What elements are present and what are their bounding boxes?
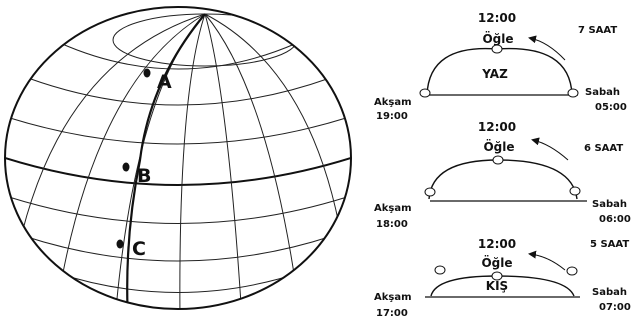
day-duration: 7 SAAT xyxy=(578,25,617,36)
sun-path-panel-summer: 12:00 Öğle 7 SAAT YAZ Akşam 19:00 Sabah … xyxy=(374,11,627,122)
meridian-line xyxy=(204,13,299,301)
noon-label: Öğle xyxy=(481,255,512,270)
evening-label: Akşam xyxy=(374,203,412,214)
sun-direction-arrow xyxy=(528,250,566,271)
evening-label: Akşam xyxy=(374,292,412,303)
sun-noon-marker xyxy=(491,44,503,54)
day-duration: 6 SAAT xyxy=(584,143,623,154)
point-b-label: B xyxy=(137,165,151,187)
parallel-line xyxy=(9,117,347,145)
sun-direction-arrow xyxy=(528,35,566,61)
point-c-label: C xyxy=(132,238,146,260)
sun-path-panel-equinox: 12:00 Öğle 6 SAAT Akşam 18:00 Sabah 06:0… xyxy=(374,120,631,230)
noon-label: Öğle xyxy=(483,139,514,154)
parallel-line xyxy=(53,271,303,293)
meridian-line xyxy=(204,13,243,309)
globe-graticule xyxy=(5,13,351,309)
season-label: YAZ xyxy=(481,67,508,81)
evening-label: Akşam xyxy=(374,97,412,108)
morning-time: 05:00 xyxy=(595,102,627,113)
morning-time: 07:00 xyxy=(599,302,631,313)
sun-morning-marker xyxy=(566,266,578,276)
meridian-line xyxy=(17,13,206,251)
equator-line xyxy=(5,157,351,186)
sun-arc xyxy=(428,159,578,200)
point-c-marker xyxy=(116,239,124,249)
meridian-line xyxy=(204,13,343,241)
point-a-marker xyxy=(143,68,151,78)
sun-morning-marker xyxy=(569,186,581,196)
season-label: KIŞ xyxy=(486,279,508,293)
evening-time: 19:00 xyxy=(376,111,408,122)
meridian-line xyxy=(57,13,206,301)
meridian-line xyxy=(179,13,206,309)
sun-path-panel-winter: 12:00 Öğle 5 SAAT KIŞ Akşam 17:00 Sabah … xyxy=(374,237,631,319)
parallel-line xyxy=(59,42,298,70)
day-duration: 5 SAAT xyxy=(590,239,629,250)
morning-label: Sabah xyxy=(585,87,620,98)
sun-morning-marker xyxy=(567,88,579,98)
morning-label: Sabah xyxy=(592,287,627,298)
noon-time: 12:00 xyxy=(478,237,516,251)
globe: A B C xyxy=(4,6,352,310)
noon-time: 12:00 xyxy=(478,11,516,25)
point-a-label: A xyxy=(157,71,172,93)
noon-label: Öğle xyxy=(482,31,513,46)
noon-time: 12:00 xyxy=(478,120,516,134)
sun-noon-marker xyxy=(491,271,503,281)
highlight-meridian xyxy=(126,13,206,309)
parallel-line xyxy=(23,235,333,262)
sun-direction-arrow xyxy=(531,137,569,161)
sun-evening-marker xyxy=(419,88,431,98)
morning-time: 06:00 xyxy=(599,214,631,225)
sun-noon-marker xyxy=(492,155,504,165)
polar-circle xyxy=(112,13,298,67)
point-b-marker xyxy=(122,162,130,172)
parallel-line xyxy=(27,77,331,106)
parallel-line xyxy=(8,196,348,224)
sun-evening-marker xyxy=(424,187,436,197)
evening-time: 17:00 xyxy=(376,308,408,319)
morning-label: Sabah xyxy=(592,199,627,210)
sun-evening-marker xyxy=(434,265,446,275)
globe-outline xyxy=(4,6,352,310)
evening-time: 18:00 xyxy=(376,219,408,230)
